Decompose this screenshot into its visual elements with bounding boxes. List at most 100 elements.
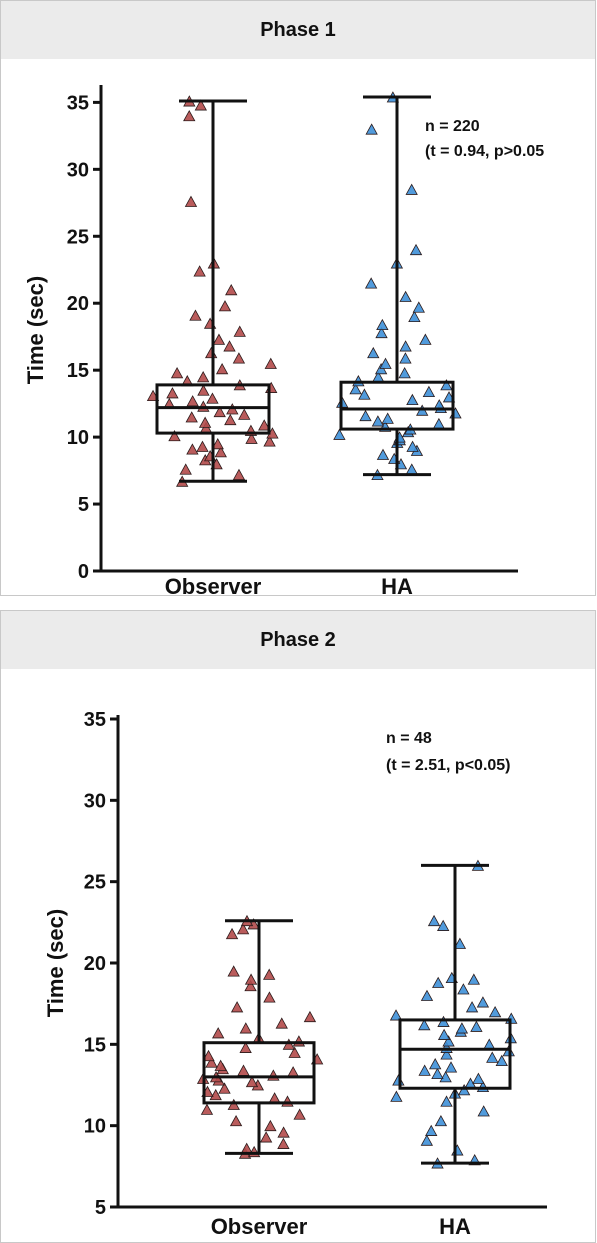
data-point-marker (420, 1134, 434, 1146)
data-point-marker (277, 1137, 290, 1149)
data-point-marker (418, 1064, 431, 1076)
data-point-marker (212, 333, 226, 345)
y-tick-label: 35 (67, 92, 89, 114)
data-point-marker (455, 1022, 469, 1034)
data-point-marker (197, 384, 210, 396)
y-tick-label: 0 (78, 561, 89, 583)
y-tick-label: 35 (84, 709, 106, 731)
phase1-title: Phase 1 (1, 1, 595, 59)
data-point-marker (359, 409, 372, 422)
data-point-marker (186, 395, 199, 407)
data-point-marker (168, 429, 181, 442)
data-point-marker (440, 1048, 453, 1060)
data-point-marker (196, 440, 209, 452)
y-tick-label: 15 (84, 1034, 106, 1056)
data-point-marker (202, 1049, 215, 1062)
data-point-marker (263, 435, 276, 447)
data-point-marker (230, 1001, 244, 1013)
data-point-marker (486, 1051, 499, 1063)
box-iqr (202, 1041, 316, 1105)
data-point-marker (227, 1098, 240, 1110)
data-point-marker (244, 979, 257, 992)
data-point-marker (218, 300, 232, 312)
data-point-marker (412, 301, 425, 313)
data-point-marker (437, 1028, 451, 1040)
data-point-marker (436, 919, 450, 931)
phase2-title: Phase 2 (1, 611, 595, 669)
data-point-marker (422, 385, 436, 397)
data-point-marker (288, 1046, 301, 1058)
data-point-marker (398, 367, 411, 379)
data-point-marker (281, 1095, 294, 1107)
data-point-marker (425, 1124, 438, 1136)
data-point-marker (371, 415, 385, 427)
data-point-marker (439, 1071, 452, 1083)
data-point-marker (214, 446, 227, 458)
data-point-marker (185, 411, 198, 423)
y-tick-label: 20 (67, 293, 89, 315)
data-point-marker (233, 325, 246, 337)
x-category-label: Observer (165, 574, 262, 595)
data-point-marker (200, 1103, 214, 1115)
data-point-marker (263, 991, 276, 1003)
data-point-marker (237, 1064, 250, 1076)
data-point-marker (389, 1009, 403, 1021)
data-point-marker (303, 1010, 317, 1023)
data-point-marker (427, 914, 441, 927)
data-point-marker (465, 1001, 479, 1013)
data-point-marker (259, 1131, 273, 1143)
data-point-marker (379, 357, 392, 369)
data-point-marker (213, 405, 226, 418)
data-point-marker (211, 437, 224, 450)
data-point-marker (229, 1114, 243, 1127)
data-point-marker (212, 1027, 225, 1039)
data-point-marker (418, 1018, 431, 1031)
data-point-marker (399, 352, 412, 364)
data-point-marker (196, 371, 210, 383)
data-point-marker (453, 937, 467, 949)
y-tick-label: 20 (84, 953, 106, 975)
data-point-marker (419, 333, 432, 345)
data-point-marker (198, 416, 212, 428)
phase1-chart: 0 5 10 15 20 25 30 35 Time (sec) Observer HA n = 22… (23, 85, 544, 595)
data-point-marker (186, 443, 199, 455)
data-point-marker (184, 195, 198, 207)
data-point-marker (245, 432, 258, 444)
data-point-marker (193, 265, 206, 277)
data-point-marker (477, 1105, 490, 1117)
data-point-marker (264, 357, 277, 369)
data-point-marker (282, 1038, 296, 1050)
y-axis-title: Time (sec) (43, 909, 68, 1017)
data-point-marker (451, 1144, 464, 1156)
data-point-marker (245, 1075, 259, 1088)
data-point-marker (214, 1059, 227, 1071)
series-ha-points (333, 91, 462, 481)
data-point-marker (432, 417, 446, 430)
y-tick-label: 25 (67, 226, 89, 248)
data-point-marker (292, 1035, 306, 1047)
data-point-marker (429, 1058, 442, 1070)
data-point-marker (215, 362, 229, 375)
data-point-marker (238, 408, 251, 420)
data-point-marker (495, 1054, 508, 1067)
data-point-marker (406, 440, 419, 452)
data-point-marker (218, 1082, 231, 1094)
data-point-marker (277, 1126, 290, 1138)
data-point-marker (399, 340, 412, 352)
y-tick-label: 5 (95, 1197, 106, 1219)
y-tick-label: 30 (84, 790, 106, 812)
data-point-marker (258, 419, 271, 431)
data-point-marker (457, 983, 470, 995)
data-point-marker (225, 284, 238, 296)
data-point-marker (194, 99, 207, 111)
data-point-marker (365, 123, 378, 135)
y-tick-label: 10 (84, 1116, 106, 1138)
data-point-marker (244, 973, 258, 985)
data-point-marker (381, 412, 394, 424)
data-point-marker (232, 468, 246, 481)
data-point-marker (236, 923, 250, 935)
data-point-marker (264, 1119, 277, 1132)
data-point-marker (232, 352, 246, 364)
phase2-chart: 5 10 15 20 25 30 35 Time (sec) Observer HA n = 48 (… (43, 709, 547, 1239)
data-point-marker (224, 413, 237, 426)
